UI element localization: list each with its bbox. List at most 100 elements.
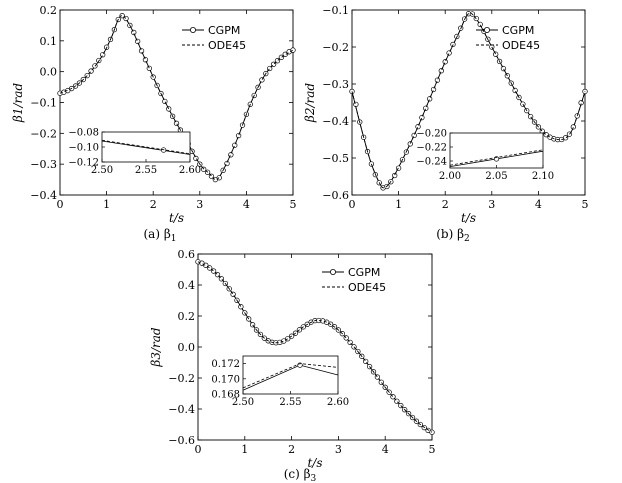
plot-frame <box>197 253 433 441</box>
inset-y-tick-label: 0.168 <box>211 390 240 401</box>
data-point <box>162 98 168 104</box>
x-axis-label: t/s <box>461 211 476 225</box>
legend-marker-cgpm <box>329 268 336 275</box>
x-tick-label: 5 <box>290 198 297 211</box>
inset-y-tick-label: 0.170 <box>211 374 240 385</box>
data-point <box>290 47 296 53</box>
panel-caption: (b) β2 <box>436 227 470 244</box>
data-point <box>407 141 413 147</box>
data-point <box>232 142 238 148</box>
x-tick-label: 5 <box>582 198 589 211</box>
data-point <box>520 101 526 107</box>
y-tick-label: −0.4 <box>30 189 57 202</box>
inset-y-tick-label: −0.12 <box>68 158 99 169</box>
inset-y-tick-label: −0.24 <box>416 157 447 168</box>
inset-series-cgpm <box>101 140 191 155</box>
data-point <box>411 132 417 139</box>
x-tick-label: 1 <box>395 198 402 211</box>
panel-caption: (a) β1 <box>143 227 176 244</box>
data-point <box>173 120 180 126</box>
data-point <box>582 88 588 95</box>
data-point <box>281 338 287 344</box>
data-point <box>259 77 265 83</box>
x-tick-label: 4 <box>243 198 250 211</box>
plot-frame <box>351 9 586 196</box>
x-axis-label: t/s <box>169 211 184 225</box>
y-axis-label: β1/rad <box>11 83 25 124</box>
legend-label-cgpm: CGPM <box>502 24 534 37</box>
inset-x-tick-label: 2.60 <box>327 397 349 408</box>
data-point <box>415 123 421 130</box>
y-tick-label: −0.1 <box>322 4 349 17</box>
y-tick-label: 0.2 <box>178 310 196 323</box>
inset-x-tick-label: 2.05 <box>485 171 507 182</box>
x-tick-label: 0 <box>349 198 356 211</box>
inset: 2.50 2.55 2.60 0.172 0.170 0.168 <box>211 355 349 408</box>
data-point <box>574 113 580 119</box>
panel-caption: (c) β3 <box>284 467 317 483</box>
data-point <box>423 105 429 111</box>
inset-frame <box>242 355 339 395</box>
inset-frame <box>101 131 191 163</box>
data-point <box>138 48 145 54</box>
inset-series-ode45 <box>242 363 339 389</box>
x-tick-label: 5 <box>429 443 436 456</box>
y-tick-label: −0.6 <box>168 434 195 447</box>
legend-marker-cgpm <box>189 26 196 33</box>
data-point <box>142 57 149 63</box>
inset-x-tick-label: 2.00 <box>439 171 461 182</box>
y-tick-label: 0.0 <box>40 66 58 79</box>
legend-marker-cgpm <box>483 26 490 33</box>
y-tick-label: −0.2 <box>322 41 349 54</box>
panel-a: 0 1 2 3 4 5 −0.4 −0.3 −0.2 −0.1 0.0 0.1 0.2 t/s β1/rad… <box>11 4 297 244</box>
y-tick-label: 0.1 <box>40 35 58 48</box>
legend-label-cgpm: CGPM <box>348 266 380 279</box>
inset-y-tick-label: 0.172 <box>211 359 240 370</box>
panel-b: 0 1 2 3 4 5 −0.6 −0.5 −0.4 −0.3 −0.2 −0.1 t/s β2/rad C… <box>303 4 589 244</box>
series-line-ode45 <box>59 15 294 181</box>
y-tick-label: −0.3 <box>322 78 349 91</box>
data-point <box>427 96 433 102</box>
x-tick-label: 1 <box>103 198 110 211</box>
x-tick-label: 2 <box>150 198 157 211</box>
data-point <box>477 21 483 27</box>
data-point <box>500 65 507 72</box>
data-point <box>446 50 452 56</box>
x-tick-label: 1 <box>241 443 248 456</box>
x-tick-label: 2 <box>442 198 449 211</box>
series-line-ode45 <box>351 12 586 189</box>
series-line-ode45 <box>197 261 433 433</box>
inset-x-tick-label: 2.55 <box>135 165 157 176</box>
y-tick-label: 0.4 <box>178 279 196 292</box>
y-tick-label: −0.4 <box>168 403 195 416</box>
y-tick-label: −0.6 <box>322 189 349 202</box>
legend-label-ode45: ODE45 <box>348 281 386 294</box>
data-point <box>238 304 244 310</box>
y-axis-label: β3/rad <box>149 327 163 368</box>
data-point <box>419 114 425 121</box>
inset-x-tick-label: 2.50 <box>232 397 254 408</box>
x-tick-label: 3 <box>335 443 342 456</box>
data-point <box>570 124 576 130</box>
inset-y-tick-label: −0.10 <box>68 143 99 154</box>
x-tick-label: 0 <box>57 198 64 211</box>
inset-frame <box>449 132 544 169</box>
x-tick-label: 2 <box>288 443 295 456</box>
data-point <box>438 68 444 74</box>
data-point <box>434 77 441 83</box>
data-point <box>512 87 518 94</box>
inset: 2.50 2.55 2.60 −0.08 −0.10 −0.12 <box>68 128 201 177</box>
legend-label-cgpm: CGPM <box>208 24 240 37</box>
x-axis-label: t/s <box>307 456 322 470</box>
inset-x-tick-label: 2.55 <box>279 397 301 408</box>
inset-x-tick-label: 2.60 <box>179 165 201 176</box>
data-point <box>119 13 125 19</box>
y-tick-label: −0.5 <box>322 152 349 165</box>
inset-y-tick-label: −0.08 <box>68 128 99 139</box>
data-point <box>228 152 234 158</box>
inset-y-tick-label: −0.20 <box>416 129 447 140</box>
data-point <box>442 59 448 65</box>
inset: 2.00 2.05 2.10 −0.20 −0.22 −0.24 <box>416 129 554 183</box>
data-point <box>146 65 152 72</box>
y-tick-label: −0.2 <box>30 127 57 140</box>
